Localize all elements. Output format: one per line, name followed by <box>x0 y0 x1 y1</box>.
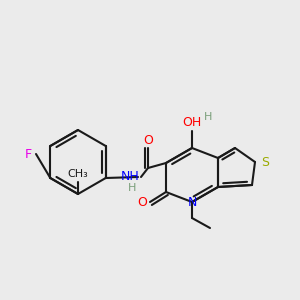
Text: N: N <box>187 196 197 208</box>
Text: H: H <box>204 112 212 122</box>
Text: OH: OH <box>182 116 202 130</box>
Text: NH: NH <box>121 170 140 184</box>
Text: S: S <box>261 155 269 169</box>
Text: O: O <box>137 196 147 208</box>
Text: CH₃: CH₃ <box>68 169 88 179</box>
Text: F: F <box>24 148 32 160</box>
Text: H: H <box>128 183 136 193</box>
Text: O: O <box>143 134 153 146</box>
